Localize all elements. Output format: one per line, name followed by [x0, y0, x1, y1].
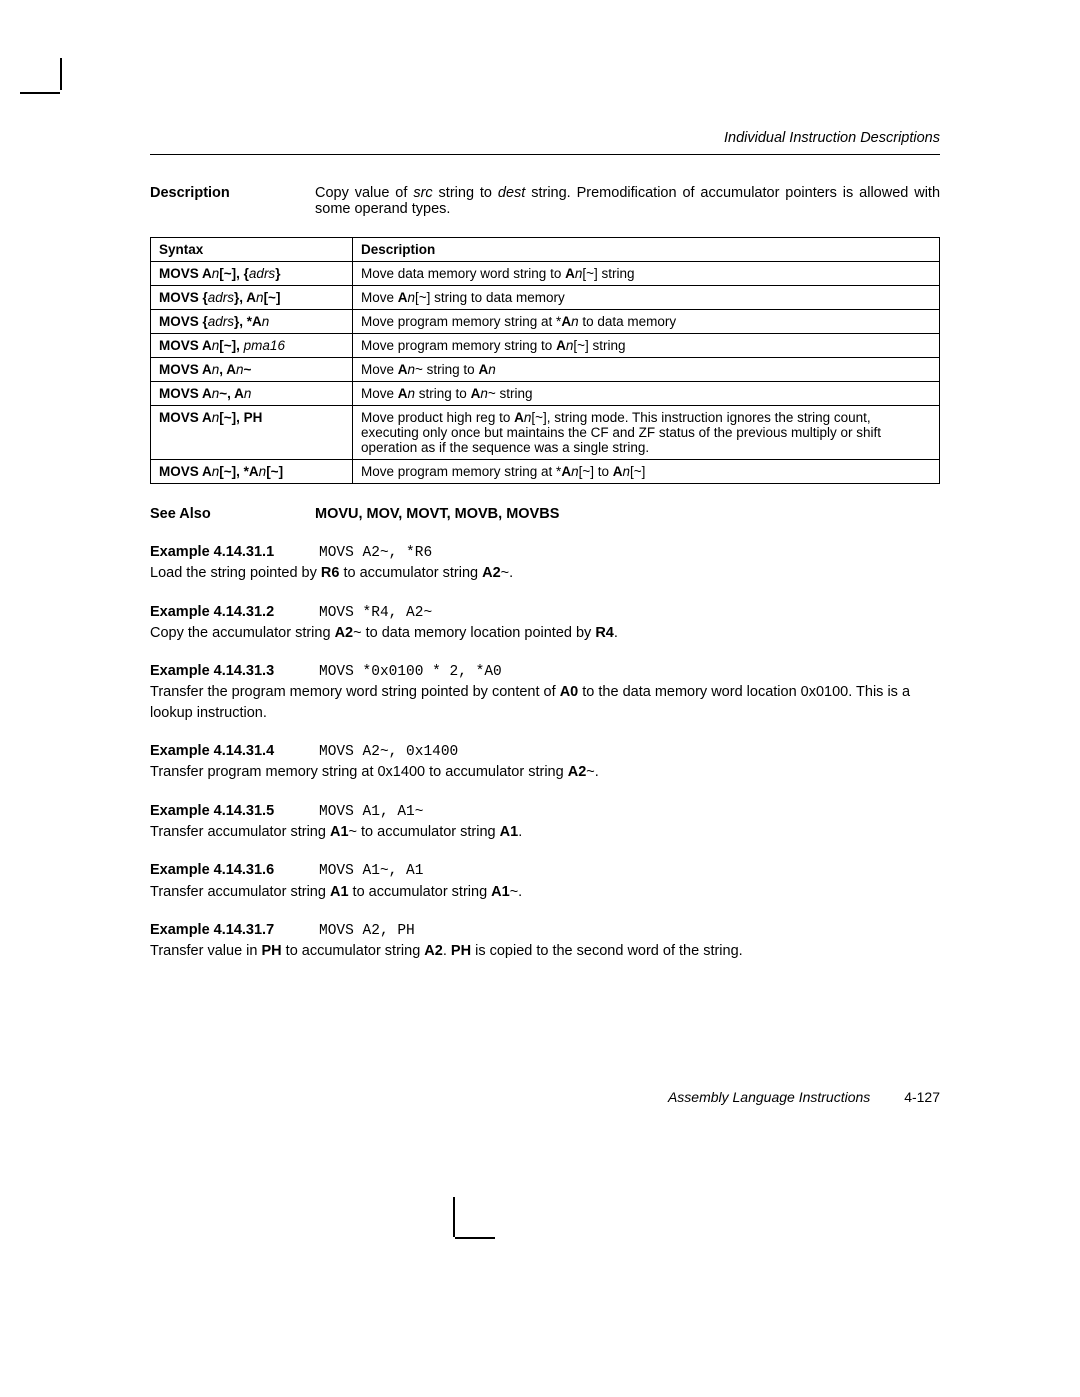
table-row: MOVS {adrs}, *An Move program memory str…: [151, 310, 940, 334]
table-row: MOVS {adrs}, An[~] Move An[~] string to …: [151, 286, 940, 310]
example-code: MOVS A2~, *R6: [319, 545, 432, 561]
header-section-title: Individual Instruction Descriptions: [150, 130, 940, 146]
example-code: MOVS A2, PH: [319, 923, 415, 939]
example-label: Example 4.14.31.4: [150, 741, 315, 761]
example-code: MOVS *0x0100 * 2, *A0: [319, 664, 502, 680]
footer-title: Assembly Language Instructions: [668, 1089, 870, 1105]
example-label: Example 4.14.31.5: [150, 801, 315, 821]
example-label: Example 4.14.31.6: [150, 860, 315, 880]
header-rule: [150, 154, 940, 155]
example-label: Example 4.14.31.1: [150, 542, 315, 562]
example-label: Example 4.14.31.2: [150, 602, 315, 622]
example-code: MOVS *R4, A2~: [319, 605, 432, 621]
crop-mark: [20, 92, 60, 94]
syntax-table: Syntax Description MOVS An[~], {adrs} Mo…: [150, 237, 940, 484]
see-also-label: See Also: [150, 506, 315, 522]
example-block: Example 4.14.31.1 MOVS A2~, *R6 Load the…: [150, 542, 940, 584]
example-block: Example 4.14.31.6 MOVS A1~, A1 Transfer …: [150, 860, 940, 902]
table-row: MOVS An[~], {adrs} Move data memory word…: [151, 262, 940, 286]
th-description: Description: [353, 238, 940, 262]
example-block: Example 4.14.31.5 MOVS A1, A1~ Transfer …: [150, 801, 940, 843]
footer-page-number: 4-127: [904, 1089, 940, 1105]
crop-mark: [455, 1237, 495, 1239]
th-syntax: Syntax: [151, 238, 353, 262]
table-row: MOVS An~, An Move An string to An~ strin…: [151, 382, 940, 406]
table-row: MOVS An, An~ Move An~ string to An: [151, 358, 940, 382]
crop-mark: [60, 58, 62, 90]
table-row: MOVS An[~], pma16 Move program memory st…: [151, 334, 940, 358]
example-label: Example 4.14.31.3: [150, 661, 315, 681]
see-also-value: MOVU, MOV, MOVT, MOVB, MOVBS: [315, 506, 940, 522]
example-label: Example 4.14.31.7: [150, 920, 315, 940]
description-row: Description Copy value of src string to …: [150, 185, 940, 217]
table-row: MOVS An[~], PH Move product high reg to …: [151, 406, 940, 460]
description-label: Description: [150, 185, 315, 217]
example-block: Example 4.14.31.7 MOVS A2, PH Transfer v…: [150, 920, 940, 962]
example-block: Example 4.14.31.4 MOVS A2~, 0x1400 Trans…: [150, 741, 940, 783]
example-code: MOVS A1~, A1: [319, 863, 423, 879]
table-header-row: Syntax Description: [151, 238, 940, 262]
example-code: MOVS A2~, 0x1400: [319, 744, 458, 760]
see-also-row: See Also MOVU, MOV, MOVT, MOVB, MOVBS: [150, 506, 940, 522]
page-footer: Assembly Language Instructions 4-127: [668, 1089, 940, 1105]
page-content: Individual Instruction Descriptions Desc…: [150, 130, 940, 979]
description-text: Copy value of src string to dest string.…: [315, 185, 940, 217]
example-code: MOVS A1, A1~: [319, 804, 423, 820]
crop-mark: [453, 1197, 455, 1237]
example-block: Example 4.14.31.3 MOVS *0x0100 * 2, *A0 …: [150, 661, 940, 723]
example-block: Example 4.14.31.2 MOVS *R4, A2~ Copy the…: [150, 602, 940, 644]
table-row: MOVS An[~], *An[~] Move program memory s…: [151, 460, 940, 484]
